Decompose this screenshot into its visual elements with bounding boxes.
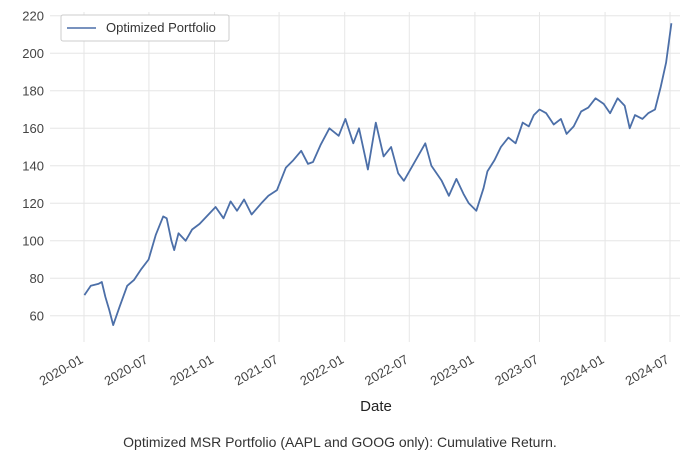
x-axis-title: Date: [360, 398, 392, 415]
y-tick-label: 60: [30, 308, 44, 323]
y-tick-label: 80: [30, 271, 44, 286]
x-tick-label: 2020-07: [102, 352, 151, 389]
grid-lines: [50, 12, 680, 342]
series-layer: [83, 23, 673, 326]
legend-box: [60, 14, 230, 42]
x-tick-label: 2022-07: [362, 352, 411, 389]
y-tick-label: 100: [22, 233, 44, 248]
x-tick-label: 2020-01: [37, 352, 86, 389]
line-chart: 60 80 100 120 140 160 180 200 220 2020-01 2020-07…: [22, 8, 680, 415]
y-tick-label: 220: [22, 8, 44, 23]
x-axis-ticks: 2020-01 2020-07 2021-01 2021-07 2022-01 2022-…: [37, 352, 672, 389]
x-tick-label: 2024-01: [558, 352, 607, 389]
x-tick-label: 2021-07: [232, 352, 281, 389]
y-tick-label: 120: [22, 196, 44, 211]
x-tick-label: 2022-01: [297, 352, 346, 389]
figure-caption: Optimized MSR Portfolio (AAPL and GOOG o…: [123, 434, 557, 450]
x-tick-label: 2024-07: [623, 352, 672, 389]
x-tick-label: 2023-07: [492, 352, 541, 389]
legend: Optimized Portfolio: [60, 14, 230, 42]
y-tick-label: 180: [22, 83, 44, 98]
y-tick-label: 160: [22, 121, 44, 136]
y-tick-label: 140: [22, 158, 44, 173]
y-tick-label: 200: [22, 46, 44, 61]
legend-label: Optimized Portfolio: [106, 20, 216, 35]
x-tick-label: 2021-01: [167, 352, 216, 389]
series-line: [83, 23, 673, 326]
x-tick-label: 2023-01: [428, 352, 477, 389]
y-axis-ticks: 60 80 100 120 140 160 180 200 220: [22, 8, 44, 323]
